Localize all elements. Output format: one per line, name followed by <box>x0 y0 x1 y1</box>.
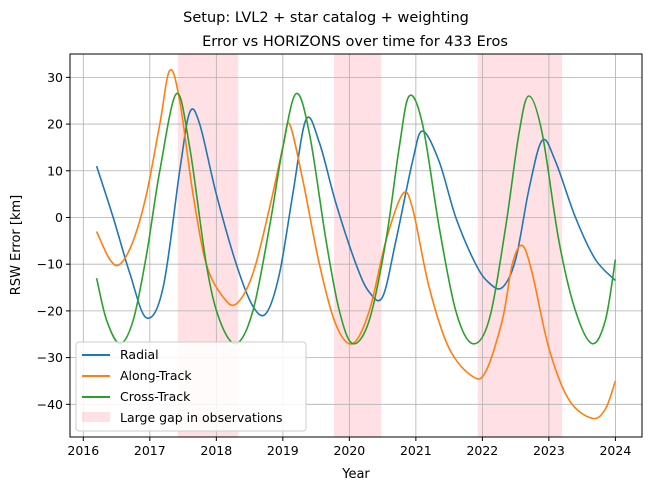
y-tick-label--20: −20 <box>37 303 63 318</box>
y-tick-label-30: 30 <box>47 70 63 85</box>
gap-region-1 <box>334 54 382 437</box>
legend-swatch-gap <box>82 412 110 422</box>
x-tick-label-2021: 2021 <box>400 443 432 458</box>
y-tick-label--10: −10 <box>37 257 63 272</box>
y-tick-label--40: −40 <box>37 397 63 412</box>
legend-label-along-track: Along-Track <box>120 368 192 383</box>
x-tick-label-2017: 2017 <box>134 443 166 458</box>
legend-label-gap: Large gap in observations <box>120 410 282 425</box>
chart-suptitle: Setup: LVL2 + star catalog + weighting <box>183 10 469 26</box>
chart-title: Error vs HORIZONS over time for 433 Eros <box>202 34 508 50</box>
legend: Radial Along-Track Cross-Track Large gap… <box>75 341 307 432</box>
ticks: 2016 2017 2018 2019 2020 2021 2022 2023 2024 −40 −… <box>37 70 632 458</box>
legend-label-cross-track: Cross-Track <box>120 389 191 404</box>
y-tick-label-0: 0 <box>55 210 63 225</box>
x-tick-label-2020: 2020 <box>333 443 365 458</box>
legend-label-radial: Radial <box>120 347 159 362</box>
series-line-cross-track <box>95 92 617 345</box>
x-tick-label-2016: 2016 <box>67 443 99 458</box>
y-axis-label: RSW Error [km] <box>9 195 24 295</box>
x-tick-label-2018: 2018 <box>200 443 232 458</box>
x-tick-label-2024: 2024 <box>599 443 631 458</box>
y-tick-label--30: −30 <box>37 350 63 365</box>
x-tick-label-2019: 2019 <box>267 443 299 458</box>
y-tick-label-20: 20 <box>47 117 63 132</box>
plot-frame <box>69 53 643 438</box>
x-tick-label-2023: 2023 <box>533 443 565 458</box>
series-line-along-track <box>95 68 617 420</box>
gap-regions <box>177 54 563 437</box>
legend-box <box>75 341 307 432</box>
series-lines <box>95 68 617 420</box>
x-axis-label: Year <box>341 467 370 482</box>
y-tick-label-10: 10 <box>47 163 63 178</box>
x-tick-label-2022: 2022 <box>466 443 498 458</box>
